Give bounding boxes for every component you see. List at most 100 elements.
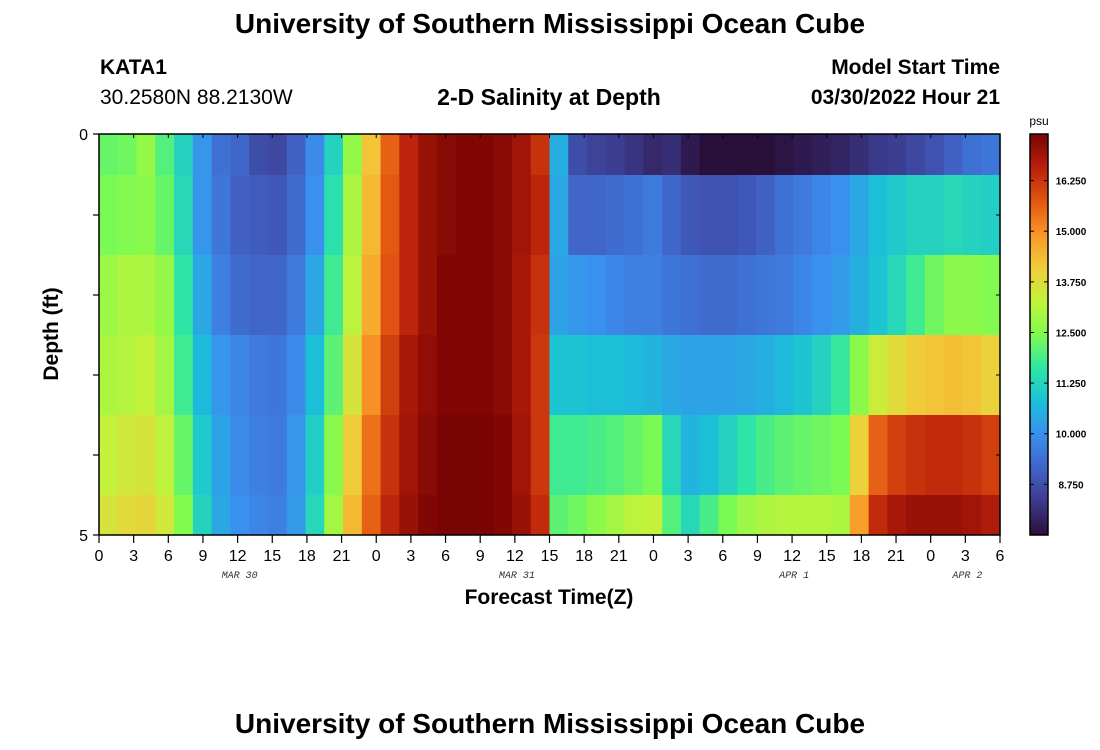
heatmap-cell [643, 415, 663, 495]
heatmap-cell [436, 255, 457, 335]
heatmap-cell [361, 495, 382, 535]
heatmap-cell [680, 134, 701, 175]
heatmap-cell [812, 335, 832, 415]
heatmap-cell [587, 415, 607, 495]
heatmap-cell [699, 335, 720, 415]
heatmap-cell [906, 415, 926, 495]
heatmap-cell [343, 175, 363, 255]
heatmap-cell [155, 175, 175, 255]
heatmap-cell [399, 335, 419, 415]
heatmap-cell [849, 415, 870, 495]
heatmap-cell [624, 134, 644, 175]
heatmap-cell [455, 415, 476, 495]
heatmap-cell [380, 134, 400, 175]
heatmap-cell [793, 415, 813, 495]
heatmap-cell [868, 134, 888, 175]
heatmap-cell [99, 175, 119, 255]
heatmap-cell [962, 415, 982, 495]
heatmap-cell [455, 495, 476, 535]
heatmap-cell [418, 255, 438, 335]
heatmap-cell [230, 495, 250, 535]
heatmap-cell [793, 335, 813, 415]
x-day-label: APR 2 [951, 571, 982, 582]
heatmap-cell [831, 335, 851, 415]
heatmap-cell [981, 175, 1001, 255]
heatmap-cell [455, 335, 476, 415]
heatmap-cell [530, 255, 551, 335]
heatmap-cell [530, 495, 551, 535]
heatmap-cell [943, 495, 964, 535]
heatmap-cell [887, 495, 907, 535]
heatmap-cell [211, 255, 231, 335]
heatmap-cell [962, 255, 982, 335]
y-axis: 05 [79, 127, 1000, 545]
heatmap-cell [192, 134, 213, 175]
heatmap-cell [605, 175, 626, 255]
heatmap-cell [737, 255, 757, 335]
heatmap-cell [305, 335, 325, 415]
heatmap-cell [831, 255, 851, 335]
heatmap-cell [906, 495, 926, 535]
x-tick-label: 18 [298, 548, 316, 565]
heatmap-cell [549, 255, 569, 335]
x-day-label: MAR 30 [222, 571, 258, 582]
heatmap-cell [380, 175, 400, 255]
heatmap-cell [511, 134, 532, 175]
heatmap-cell [493, 495, 513, 535]
heatmap-cell [117, 134, 138, 175]
heatmap-cell [699, 495, 720, 535]
heatmap-cell [249, 335, 269, 415]
heatmap-cell [549, 134, 569, 175]
heatmap-cell [99, 495, 119, 535]
heatmap-cell [249, 415, 269, 495]
colorbar-tick-label: 16.250 [1056, 177, 1087, 188]
heatmap-cell [511, 335, 532, 415]
heatmap-cell [831, 134, 851, 175]
heatmap-cell [662, 134, 682, 175]
heatmap-cell [305, 175, 325, 255]
heatmap-cell [511, 415, 532, 495]
heatmap-cell [117, 175, 138, 255]
heatmap-cell [305, 415, 325, 495]
heatmap-cell [418, 335, 438, 415]
heatmap-cell [887, 134, 907, 175]
heatmap-cell [136, 335, 156, 415]
heatmap-cell [774, 335, 795, 415]
heatmap-cell [211, 335, 231, 415]
heatmap-cell [174, 134, 194, 175]
heatmap-cell [680, 175, 701, 255]
heatmap-cell [493, 255, 513, 335]
heatmap-cell [962, 495, 982, 535]
x-tick-label: 3 [406, 548, 415, 565]
heatmap-cell [249, 175, 269, 255]
heatmap-cell [962, 175, 982, 255]
heatmap-cell [906, 255, 926, 335]
heatmap-cell [718, 255, 738, 335]
heatmap-cell [474, 415, 494, 495]
footer-title: University of Southern Mississippi Ocean… [234, 708, 866, 739]
heatmap-cell [924, 415, 945, 495]
heatmap-cell [755, 495, 776, 535]
heatmap-cell [155, 495, 175, 535]
heatmap-cell [99, 134, 119, 175]
heatmap-cell [230, 134, 250, 175]
heatmap-cell [774, 415, 795, 495]
heatmap-cell [831, 175, 851, 255]
heatmap-cell [755, 255, 776, 335]
heatmap-cell [737, 335, 757, 415]
heatmap-cell [267, 415, 288, 495]
heatmap-cell [774, 495, 795, 535]
heatmap-cell [343, 415, 363, 495]
heatmap-cells [99, 134, 1001, 535]
heatmap-cell [249, 255, 269, 335]
heatmap-cell [436, 134, 457, 175]
heatmap-cell [718, 335, 738, 415]
heatmap-cell [249, 134, 269, 175]
heatmap-cell [136, 255, 156, 335]
heatmap-cell [624, 335, 644, 415]
x-tick-label: 12 [506, 548, 524, 565]
heatmap-cell [455, 134, 476, 175]
heatmap-cell [868, 255, 888, 335]
heatmap-cell [662, 415, 682, 495]
heatmap-cell [755, 134, 776, 175]
